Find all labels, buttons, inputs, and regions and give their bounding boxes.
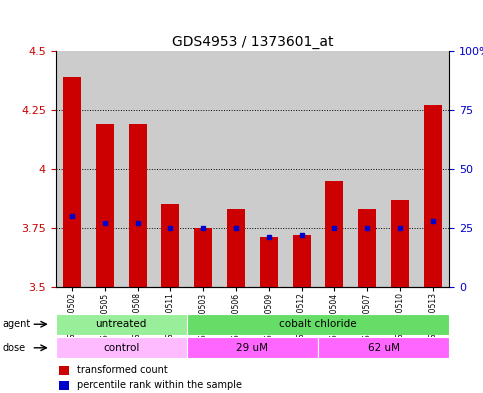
Bar	[194, 228, 212, 287]
Text: cobalt chloride: cobalt chloride	[279, 319, 357, 329]
Bar	[220, 51, 252, 287]
Bar	[318, 337, 449, 358]
Text: dose: dose	[2, 343, 26, 353]
Bar	[416, 51, 449, 287]
Bar	[227, 209, 245, 287]
Bar	[384, 51, 416, 287]
Bar	[128, 124, 146, 287]
Bar	[56, 337, 187, 358]
Bar	[96, 124, 114, 287]
Bar	[161, 204, 179, 287]
Bar	[391, 200, 409, 287]
Bar	[88, 51, 121, 287]
Bar	[260, 237, 278, 287]
Bar	[424, 105, 442, 287]
Bar	[154, 51, 187, 287]
Bar	[252, 51, 285, 287]
Text: 29 uM: 29 uM	[236, 343, 269, 353]
Text: transformed count: transformed count	[77, 365, 168, 375]
Bar	[63, 77, 81, 287]
Text: control: control	[103, 343, 139, 353]
Bar	[56, 51, 88, 287]
Bar	[187, 314, 449, 335]
Bar	[285, 51, 318, 287]
Text: percentile rank within the sample: percentile rank within the sample	[77, 380, 242, 390]
Bar	[187, 51, 220, 287]
Bar	[351, 51, 384, 287]
Text: 62 uM: 62 uM	[368, 343, 399, 353]
Title: GDS4953 / 1373601_at: GDS4953 / 1373601_at	[171, 35, 333, 49]
Text: agent: agent	[2, 319, 30, 329]
Bar	[326, 181, 343, 287]
Bar	[187, 337, 318, 358]
Bar	[293, 235, 311, 287]
Bar	[56, 314, 187, 335]
Text: untreated: untreated	[96, 319, 147, 329]
Bar	[59, 381, 70, 389]
Bar	[121, 51, 154, 287]
Bar	[318, 51, 351, 287]
Bar	[59, 366, 70, 375]
Bar	[358, 209, 376, 287]
